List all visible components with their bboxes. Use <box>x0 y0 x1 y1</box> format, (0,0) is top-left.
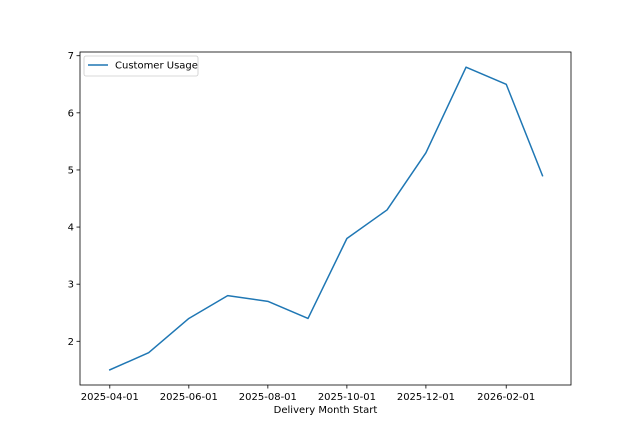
x-tick-label: 2025-12-01 <box>397 392 455 403</box>
x-tick-label: 2026-02-01 <box>477 392 535 403</box>
legend-box <box>83 55 199 77</box>
series-line-customer-usage <box>108 66 544 371</box>
y-tick-label: 6 <box>68 108 74 119</box>
y-axis: 2 3 4 5 6 7 <box>68 51 80 348</box>
x-axis-label: Delivery Month Start <box>274 405 378 416</box>
x-tick-label: 2025-08-01 <box>239 392 297 403</box>
y-tick-label: 7 <box>68 51 74 62</box>
y-tick-label: 4 <box>68 223 74 234</box>
x-tick-label: 2025-10-01 <box>318 392 376 403</box>
y-tick-label: 2 <box>68 337 74 348</box>
x-tick-label: 2025-06-01 <box>160 392 218 403</box>
y-tick-label: 3 <box>68 280 74 291</box>
y-tick-label: 5 <box>68 165 74 176</box>
x-tick-label: 2025-04-01 <box>81 392 139 403</box>
plot-marks <box>108 66 544 371</box>
legend: Customer Usage <box>83 55 199 77</box>
plot-frame <box>79 51 572 386</box>
x-axis: 2025-04-01 2025-06-01 2025-08-01 2025-10-01… <box>81 385 535 403</box>
legend-label-customer-usage: Customer Usage <box>115 61 198 72</box>
